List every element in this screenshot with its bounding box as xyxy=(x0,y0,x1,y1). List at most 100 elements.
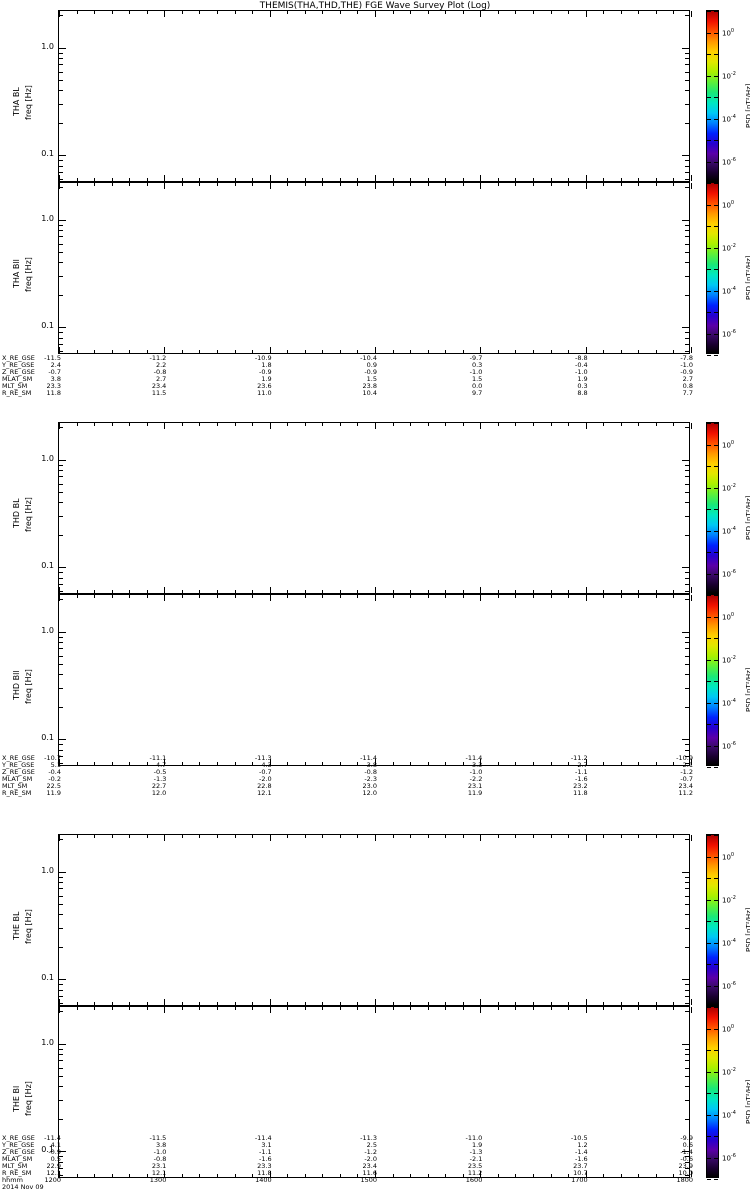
x-axis-tick xyxy=(673,590,674,593)
x-axis-tick xyxy=(691,1007,692,1013)
x-axis-tick xyxy=(182,595,183,598)
x-axis-tick xyxy=(656,1007,657,1010)
x-axis-tick xyxy=(147,595,148,598)
x-axis-tick xyxy=(322,350,323,353)
y-axis-tick xyxy=(59,58,63,59)
y-axis-tick xyxy=(59,648,63,649)
x-axis-tick xyxy=(498,1174,499,1177)
colorbar-tick xyxy=(714,724,718,725)
x-axis-tick xyxy=(77,350,78,353)
y-axis-tick xyxy=(685,166,689,167)
y-axis-tick xyxy=(59,1100,63,1101)
x-axis-tick xyxy=(498,595,499,598)
spectrogram-panel-the-bl[interactable] xyxy=(58,834,692,1006)
ephemeris-value: -1.4 xyxy=(680,1148,693,1156)
y-axis-tick xyxy=(685,172,689,173)
y-axis-tick xyxy=(59,166,63,167)
x-axis-tick xyxy=(480,587,481,593)
spectrogram-panel-tha-bl[interactable] xyxy=(58,10,692,182)
x-axis-tick xyxy=(638,11,639,14)
colorbar-tick-exponent: -4 xyxy=(730,938,736,944)
colorbar-tick-label: 100 xyxy=(722,852,734,861)
y-axis-tick xyxy=(685,642,689,643)
y-axis-tick xyxy=(685,578,689,579)
colorbar-tick xyxy=(714,638,718,639)
x-axis-tick xyxy=(656,835,657,838)
x-axis-tick xyxy=(410,762,411,765)
x-axis-tick xyxy=(340,183,341,186)
y-axis-tick xyxy=(685,492,689,493)
y-axis-tick xyxy=(685,427,689,428)
x-axis-tick xyxy=(59,175,60,181)
x-axis-tick xyxy=(480,423,481,429)
colorbar-tick xyxy=(707,617,711,618)
y-axis-tick xyxy=(685,896,689,897)
y-axis-tick xyxy=(685,252,689,253)
x-axis-tick xyxy=(217,590,218,593)
colorbar-tick xyxy=(714,312,718,313)
ephemeris-value: 4.1 xyxy=(50,1141,61,1149)
ephemeris-value: -7.8 xyxy=(680,354,693,362)
colorbar-tick xyxy=(714,878,718,879)
spectrogram-panel-the-bl[interactable] xyxy=(58,1006,692,1178)
x-axis-tick xyxy=(305,762,306,765)
x-axis-tick xyxy=(656,595,657,598)
x-axis-tick xyxy=(322,1174,323,1177)
x-axis-tick xyxy=(305,350,306,353)
colorbar-tick xyxy=(707,531,711,532)
x-axis-tick xyxy=(322,178,323,181)
y-axis-tick xyxy=(59,882,63,883)
y-axis-tick xyxy=(685,688,689,689)
ephemeris-value: 11.9 xyxy=(467,789,483,797)
colorbar-tick-base: 10 xyxy=(722,29,731,38)
x-axis-tick xyxy=(147,423,148,426)
x-axis-tick xyxy=(252,835,253,838)
colorbar-tick-label: 10-6 xyxy=(722,1153,736,1162)
colorbar-tick xyxy=(707,681,711,682)
ephemeris-value: 4.7 xyxy=(155,761,167,769)
x-axis-tick xyxy=(270,1007,271,1013)
x-axis-tick xyxy=(217,1002,218,1005)
ephemeris-value: 7.7 xyxy=(682,389,693,397)
y-axis-tick xyxy=(59,984,63,985)
colorbar-tick xyxy=(714,986,718,987)
x-axis-tick xyxy=(480,1007,481,1013)
x-axis-tick xyxy=(498,11,499,14)
x-axis-tick xyxy=(217,762,218,765)
x-axis-tick xyxy=(638,835,639,838)
colorbar-tick xyxy=(707,1072,711,1073)
ephemeris-value: 23.1 xyxy=(467,782,483,790)
x-axis-tick xyxy=(621,762,622,765)
x-axis-tick xyxy=(551,178,552,181)
x-axis-tick xyxy=(305,1174,306,1177)
x-axis-tick xyxy=(393,1007,394,1010)
ephemeris-value: 23.7 xyxy=(573,1162,588,1170)
y-axis-tick xyxy=(685,914,689,915)
ephemeris-value: 12.1 xyxy=(151,1169,167,1177)
spectrogram-panel-thd-bl[interactable] xyxy=(58,422,692,594)
spectrogram-panel-tha-bll[interactable] xyxy=(58,182,692,354)
x-axis-tick xyxy=(463,178,464,181)
spectrogram-panel-thd-bll[interactable] xyxy=(58,594,692,766)
x-axis-tick xyxy=(94,590,95,593)
colorbar-tick xyxy=(707,986,711,987)
x-axis-tick xyxy=(129,350,130,353)
x-axis-tick xyxy=(638,1002,639,1005)
colorbar-tick xyxy=(707,291,711,292)
ephemeris-value: 0.3 xyxy=(577,382,588,390)
x-axis-tick xyxy=(129,11,130,14)
y-axis-tick xyxy=(685,179,689,180)
colorbar-tick-exponent: -2 xyxy=(730,895,736,901)
x-axis-tick xyxy=(603,183,604,186)
x-axis-tick xyxy=(375,1171,376,1177)
ephemeris-value: -0.5 xyxy=(153,768,167,776)
y-axis-tick-label: 1.0 xyxy=(41,213,54,223)
x-axis-tick xyxy=(586,595,587,601)
x-axis-tick xyxy=(217,11,218,14)
x-axis-tick xyxy=(445,595,446,598)
ephemeris-value: -2.3 xyxy=(364,775,377,783)
x-axis-tick xyxy=(480,11,481,17)
x-axis-tick xyxy=(603,595,604,598)
colorbar-tick-label: 100 xyxy=(722,200,734,209)
colorbar-tick xyxy=(714,617,718,618)
